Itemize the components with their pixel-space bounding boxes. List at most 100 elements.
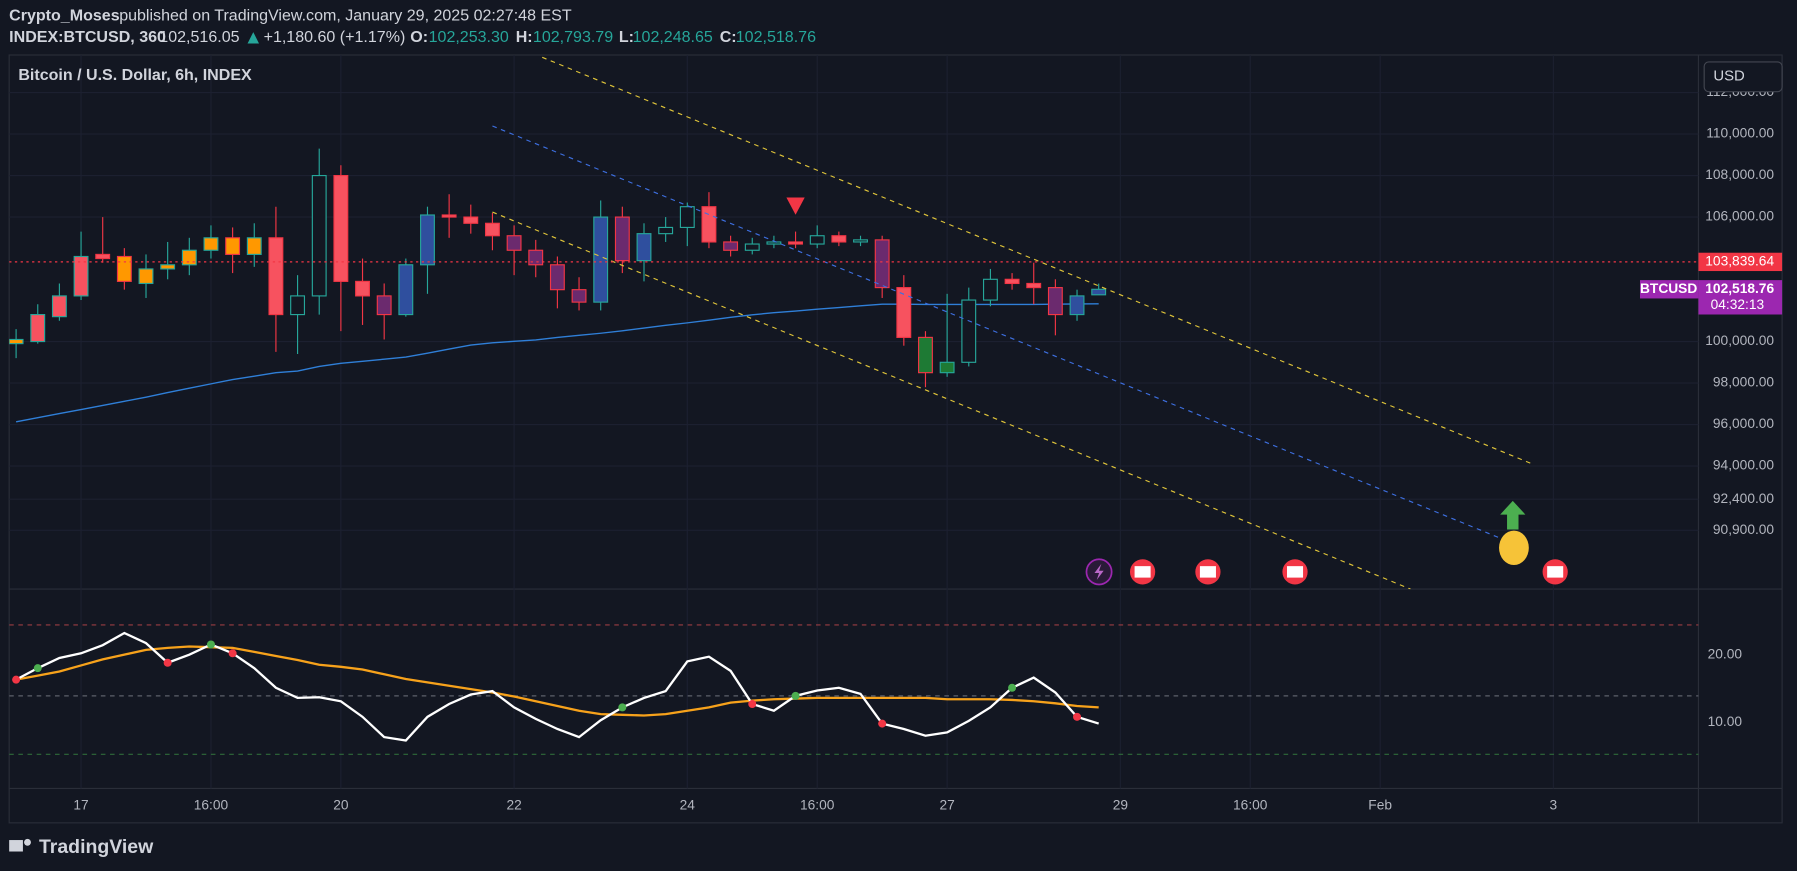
candle-body — [571, 289, 587, 303]
candle-body — [636, 233, 652, 262]
up-arrow — [247, 32, 260, 44]
x-tick-label: Feb — [1368, 797, 1392, 812]
candle-body — [853, 239, 868, 243]
signal-marker — [786, 197, 805, 215]
candle-body — [138, 268, 154, 285]
flag — [1547, 566, 1564, 578]
candle-body — [506, 235, 522, 251]
x-tick-label: 16:00 — [800, 797, 835, 812]
countdown: 04:32:13 — [1711, 297, 1765, 312]
x-tick-label: 16:00 — [194, 797, 229, 812]
ohlc-label: C: — [720, 28, 737, 46]
candle-body — [874, 239, 890, 289]
candle-body — [1069, 295, 1085, 316]
signal-dot — [12, 675, 21, 684]
candle-body — [788, 241, 804, 245]
candle-body — [658, 226, 674, 235]
candle-body — [528, 249, 544, 266]
trend-line — [492, 125, 1502, 540]
signal-dot — [791, 691, 800, 700]
logo-mark — [9, 840, 23, 852]
main-pane — [9, 56, 1699, 590]
signal-dot — [878, 719, 887, 728]
currency-button[interactable] — [1703, 61, 1783, 93]
x-tick-label: 20 — [333, 797, 349, 812]
candle-body — [160, 264, 176, 270]
candle-body — [441, 214, 457, 218]
candle-body — [982, 278, 998, 301]
y-tick-label: 98,000.00 — [1713, 375, 1775, 390]
candle-body — [1026, 282, 1042, 289]
symbol: INDEX:BTCUSD, 360 — [9, 28, 166, 46]
candle-body — [593, 216, 609, 303]
ohlc-value: 102,253.30 — [429, 28, 509, 46]
signal-dot — [163, 658, 172, 667]
last-price-label: 102,518.76 — [1705, 281, 1774, 296]
price-line-label: 103,839.64 — [1705, 254, 1774, 269]
x-tick-label: 22 — [506, 797, 521, 812]
candle-body — [484, 222, 500, 237]
x-tick-label: 24 — [680, 797, 696, 812]
candle-body — [225, 237, 241, 255]
flag — [1199, 566, 1216, 578]
change: +1,180.60 (+1.17%) — [264, 28, 406, 46]
lightning — [1094, 563, 1104, 580]
candle-body — [181, 249, 197, 266]
candle-body — [939, 361, 955, 374]
y-tick-label: 96,000.00 — [1713, 416, 1775, 431]
signal-dot — [748, 699, 757, 708]
y-tick-label: 94,000.00 — [1713, 458, 1775, 473]
candle-body — [1091, 288, 1107, 296]
trend-line — [542, 56, 1534, 465]
y-tick-label: 110,000.00 — [1706, 126, 1774, 141]
x-tick-label: 27 — [939, 797, 954, 812]
chart-frame — [8, 54, 1783, 824]
candle-body — [723, 241, 739, 251]
brand: TradingView — [39, 836, 154, 858]
y-tick-label: 10.00 — [1708, 714, 1743, 729]
ohlc-value: 102,248.65 — [633, 28, 713, 46]
signal-dot — [206, 640, 215, 649]
candle-body — [744, 243, 760, 251]
candle-body — [701, 206, 717, 243]
candle-body — [355, 280, 370, 297]
candle-body — [333, 174, 349, 282]
last-price-symbol: BTCUSD — [1640, 281, 1697, 296]
candle-body — [420, 214, 435, 266]
indicator-pane — [9, 624, 1699, 755]
candle-body — [95, 253, 111, 260]
moving-average — [15, 303, 1099, 423]
candle-body — [268, 237, 284, 316]
candle-body — [766, 241, 782, 245]
candle-body — [73, 255, 89, 297]
candle-body — [1004, 278, 1020, 285]
candle-body — [1047, 287, 1063, 316]
y-tick-label: 90,900.00 — [1713, 522, 1775, 537]
candle-body — [896, 287, 912, 338]
candle-body — [463, 216, 479, 224]
up-arrow-icon — [1500, 500, 1526, 530]
flag — [1134, 566, 1151, 578]
candle-body — [831, 235, 847, 243]
indicator-line — [15, 645, 1099, 717]
candle-body — [51, 295, 67, 318]
author: Crypto_Moses — [9, 6, 120, 24]
candle-body — [398, 264, 414, 316]
signal-dot — [618, 703, 627, 712]
candle-body — [116, 255, 132, 282]
price-line-label-box — [1698, 252, 1783, 272]
x-tick-label: 3 — [1550, 797, 1558, 812]
x-tick-label: 29 — [1113, 797, 1128, 812]
trend-line — [492, 211, 1411, 590]
grid — [9, 55, 1699, 789]
candle-body — [311, 174, 327, 297]
currency-label[interactable]: USD — [1713, 69, 1745, 85]
candle-body — [246, 237, 262, 255]
ohlc-label: L: — [619, 28, 634, 46]
signal-dot — [1073, 712, 1082, 721]
candle-body — [290, 295, 306, 316]
x-tick-label: 17 — [73, 797, 88, 812]
y-tick-label: 108,000.00 — [1705, 167, 1774, 182]
